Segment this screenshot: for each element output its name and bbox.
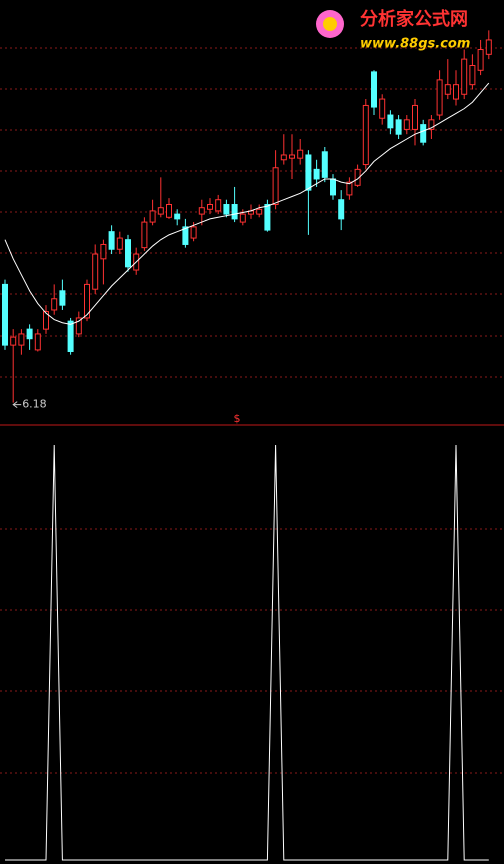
candle-body (338, 199, 345, 220)
candle-body (477, 49, 484, 71)
candle-body (444, 84, 451, 95)
candle-body (84, 283, 90, 319)
low-arrow-head (12, 401, 18, 409)
candle-body (453, 84, 459, 100)
candle-body (100, 243, 107, 260)
logo-flower-center (323, 17, 337, 31)
candle-body (231, 204, 238, 220)
logo-url: www.88gs.com (360, 37, 470, 52)
marker: $ (234, 412, 241, 425)
candle-body (264, 204, 271, 231)
low-label: 6.18 (22, 398, 47, 411)
candle-body (141, 221, 148, 249)
candle-body (174, 213, 181, 220)
candle-body (403, 119, 410, 130)
candle-body (305, 154, 312, 191)
candle-body (485, 39, 492, 55)
candle-body (387, 114, 394, 129)
candle-body (346, 181, 353, 196)
candle-body (272, 167, 279, 206)
candle-body (67, 320, 74, 353)
candle-body (59, 290, 66, 306)
candle-body (43, 311, 49, 330)
candle-body (2, 283, 8, 346)
candle-body (198, 207, 205, 215)
candle-body (461, 58, 468, 95)
candle-body (207, 204, 213, 210)
candle-body (354, 168, 361, 186)
logo: 分析家公式网 www.88gs.com (316, 8, 470, 52)
candle-body (428, 119, 435, 130)
candle-body (371, 71, 377, 108)
candle-body (362, 104, 369, 166)
candle-body (297, 149, 304, 159)
candle-body (330, 178, 336, 196)
candle-body (215, 199, 222, 212)
indicator-line (5, 444, 489, 861)
candle-body (157, 207, 164, 215)
candle-body (116, 237, 123, 250)
candle-body (166, 204, 172, 218)
candle-body (469, 65, 476, 86)
candle-body (92, 253, 99, 290)
candle-body (256, 208, 263, 215)
candle-body (10, 336, 17, 346)
candle-body (379, 98, 386, 119)
moving-average (4, 82, 490, 325)
candle-body (190, 226, 197, 239)
candle-body (34, 333, 41, 351)
candle-body (26, 328, 33, 340)
candle-body (223, 204, 230, 215)
candle-body (313, 168, 320, 180)
candle-body (149, 210, 156, 223)
candle-body (289, 154, 295, 159)
candle-body (182, 226, 189, 245)
candle-body (395, 119, 402, 135)
candle-body (412, 104, 418, 130)
logo-name: 分析家公式网 (360, 8, 468, 30)
candle-body (75, 317, 82, 335)
candle-body (420, 124, 427, 143)
candle-body (18, 333, 25, 346)
candle-body (280, 154, 287, 161)
candle-body (436, 79, 443, 116)
candle-body (321, 151, 328, 178)
candle-body (108, 231, 115, 250)
candle-body (125, 239, 131, 268)
candle-body (51, 298, 58, 311)
candle-body (239, 213, 246, 223)
